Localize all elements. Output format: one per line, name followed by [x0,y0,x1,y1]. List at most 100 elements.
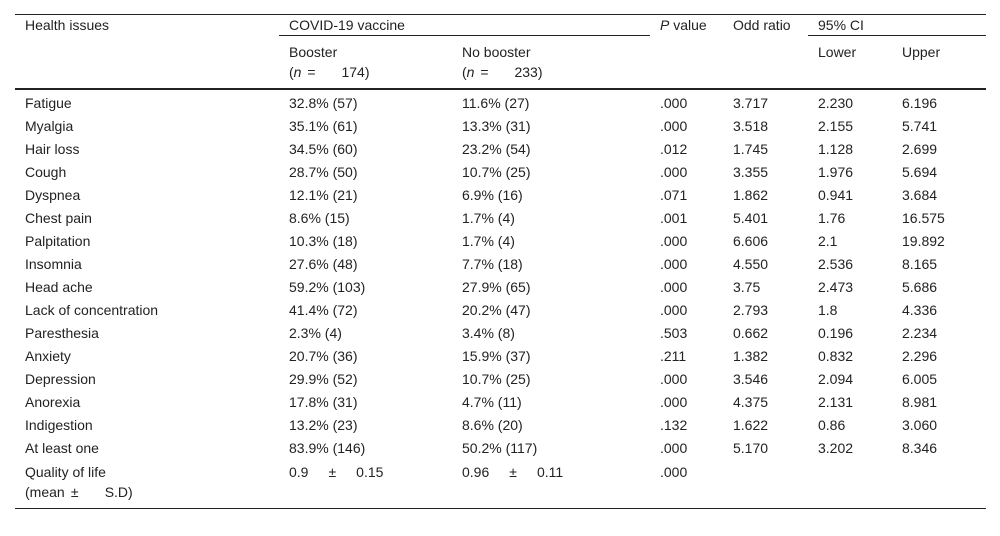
cell-booster: 13.2% (23) [289,417,358,433]
cell-ci-lower: 2.1 [818,233,838,249]
cell-ci-lower: 2.230 [818,95,854,111]
col-95-ci: 95% CI [808,14,987,36]
qol-sd: S.D) [104,484,133,500]
value: 0.9 [289,464,309,480]
cell-p-value: .001 [660,210,688,226]
cell-ci-upper: 16.575 [902,210,945,226]
cell-issue: Lack of concentration [25,302,159,318]
cell-booster: 35.1% (61) [289,118,358,134]
col-booster: Booster (n = 174) [279,35,452,90]
table-row: Dyspnea 12.1% (21) 6.9% (16) .071 1.862 0.941… [15,184,986,207]
cell-ci-upper: 2.699 [902,141,938,157]
cell-ci-lower: 2.536 [818,256,854,272]
cell-ci-lower: 1.76 [818,210,846,226]
pm: ± [509,464,517,480]
cell-ci-upper: 5.686 [902,279,938,295]
cell-no-booster: 27.9% (65) [462,279,531,295]
cell-p-value: .503 [660,325,688,341]
pm: ± [70,484,79,500]
qol-mean: (mean [25,484,65,500]
cell-odd-ratio: 1.622 [733,417,769,433]
booster-label: Booster [289,44,338,60]
cell-ci-lower: 3.202 [818,440,854,456]
cell-booster: 17.8% (31) [289,394,358,410]
qol-label: Quality of life (mean ± S.D) [15,460,279,509]
cell-ci-lower: 0.196 [818,325,854,341]
cell-p-value: .000 [660,394,688,410]
cell-odd-ratio: 5.401 [733,210,769,226]
cell-no-booster: 1.7% (4) [462,233,515,249]
cell-issue: Paresthesia [25,325,99,341]
table-row: Palpitation 10.3% (18) 1.7% (4) .000 6.606 2.… [15,230,986,253]
n-symbol: n [293,64,302,80]
cell-booster: 32.8% (57) [289,95,358,111]
cell-issue: Fatigue [25,95,72,111]
cell-p-value: .012 [660,141,688,157]
table-row: Cough 28.7% (50) 10.7% (25) .000 3.355 1.976 5… [15,161,986,184]
cell-booster: 34.5% (60) [289,141,358,157]
cell-ci-lower: 2.473 [818,279,854,295]
cell-ci-upper: 19.892 [902,233,945,249]
table-row: Anorexia 17.8% (31) 4.7% (11) .000 4.375 2.13… [15,391,986,414]
qol-label-line1: Quality of life [25,464,106,480]
cell-odd-ratio: 0.662 [733,325,769,341]
table-row: At least one 83.9% (146) 50.2% (117) .000 5.… [15,437,986,460]
cell-issue: Anxiety [25,348,71,364]
cell-ci-upper: 6.005 [902,371,938,387]
cell-p-value: .000 [660,233,688,249]
cell-booster: 12.1% (21) [289,187,358,203]
table-row: Hair loss 34.5% (60) 23.2% (54) .012 1.745 1.… [15,138,986,161]
cell-issue: Dyspnea [25,187,81,203]
empty [808,460,892,509]
cell-issue: Insomnia [25,256,82,272]
results-table-container: Health issues COVID-19 vaccine P value O… [15,14,987,509]
cell-odd-ratio: 3.518 [733,118,769,134]
cell-odd-ratio: 4.375 [733,394,769,410]
health-issues-table: Health issues COVID-19 vaccine P value O… [15,14,987,509]
pm: ± [328,464,337,480]
cell-issue: At least one [25,440,99,456]
cell-ci-lower: 1.128 [818,141,854,157]
cell-odd-ratio: 3.546 [733,371,769,387]
col-no-booster: No booster (n = 233) [452,35,650,90]
cell-issue: Indigestion [25,417,93,433]
col-lower: Lower [808,35,892,90]
cell-p-value: .000 [660,256,688,272]
table-row: Lack of concentration 41.4% (72) 20.2% (47… [15,299,986,322]
cell-booster: 28.7% (50) [289,164,358,180]
booster-n: 174 [341,64,365,80]
table-row: Head ache 59.2% (103) 27.9% (65) .000 3.75 2.… [15,276,986,299]
cell-booster: 41.4% (72) [289,302,358,318]
cell-no-booster: 10.7% (25) [462,164,531,180]
cell-ci-upper: 3.684 [902,187,938,203]
col-upper: Upper [892,35,987,90]
table-row: Paresthesia 2.3% (4) 3.4% (8) .503 0.662 0.19… [15,322,986,345]
cell-no-booster: 23.2% (54) [462,141,531,157]
value: 0.96 [462,464,490,480]
p-italic: P [660,17,670,33]
cell-no-booster: 6.9% (16) [462,187,523,203]
cell-p-value: .000 [660,440,688,456]
cell-odd-ratio: 2.793 [733,302,769,318]
cell-ci-upper: 2.234 [902,325,938,341]
cell-odd-ratio: 1.745 [733,141,769,157]
empty [15,35,279,90]
cell-no-booster: 4.7% (11) [462,394,522,410]
table-body: Fatigue 32.8% (57) 11.6% (27) .000 3.717 2.23… [15,89,986,460]
cell-p-value: .132 [660,417,688,433]
cell-issue: Hair loss [25,141,80,157]
cell-p-value: .000 [660,371,688,387]
table-row: Chest pain 8.6% (15) 1.7% (4) .001 5.401 1.76… [15,207,986,230]
cell-no-booster: 15.9% (37) [462,348,531,364]
empty [723,460,808,509]
col-health-issues: Health issues [15,14,279,36]
cell-ci-lower: 2.131 [818,394,854,410]
empty [723,35,808,90]
cell-ci-upper: 5.694 [902,164,938,180]
cell-issue: Depression [25,371,96,387]
col-odd-ratio: Odd ratio [723,14,808,36]
cell-no-booster: 20.2% (47) [462,302,531,318]
cell-no-booster: 50.2% (117) [462,440,538,456]
col-covid-vaccine: COVID-19 vaccine [279,14,650,36]
cell-p-value: .211 [660,348,687,364]
